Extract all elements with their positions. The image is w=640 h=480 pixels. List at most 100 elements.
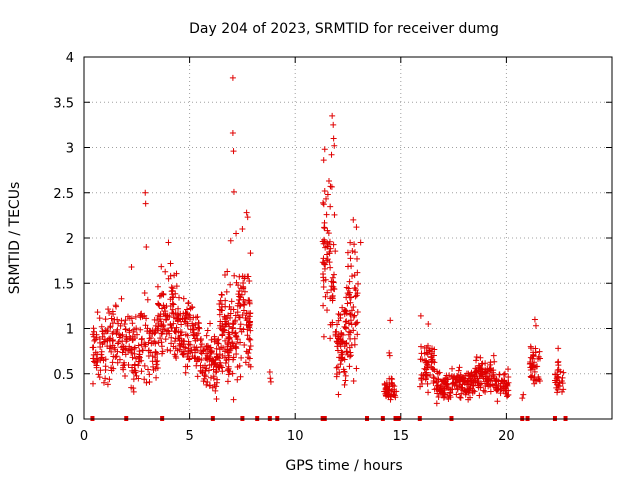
data-point (247, 250, 254, 257)
data-point (348, 263, 355, 270)
data-point (456, 364, 463, 371)
data-point (150, 367, 157, 374)
data-point (326, 250, 333, 257)
data-point (425, 389, 432, 396)
data-point (555, 345, 562, 352)
data-point (242, 359, 249, 366)
data-point (333, 373, 340, 380)
data-point (92, 349, 99, 356)
data-point (433, 400, 440, 407)
data-point (236, 273, 243, 280)
data-point (193, 358, 200, 365)
data-point (141, 376, 148, 383)
data-point (237, 321, 244, 328)
data-point (114, 340, 121, 347)
data-points (89, 74, 568, 421)
data-point (496, 371, 503, 378)
data-point (344, 300, 351, 307)
data-point (347, 255, 354, 262)
data-point (109, 338, 116, 345)
data-point (208, 336, 215, 343)
data-point (328, 286, 335, 293)
data-point (113, 328, 120, 335)
data-point (128, 346, 135, 353)
data-point (219, 332, 226, 339)
data-point (206, 356, 213, 363)
data-point (461, 380, 468, 387)
data-point (230, 354, 237, 361)
data-point (224, 268, 231, 275)
x-tick-label: 0 (80, 429, 88, 444)
data-point (158, 343, 165, 350)
data-point (487, 361, 494, 368)
data-point (491, 358, 498, 365)
data-point (137, 326, 144, 333)
data-point (475, 368, 482, 375)
data-point (347, 349, 354, 356)
data-point (519, 395, 526, 402)
data-point (237, 373, 244, 380)
data-point (93, 334, 100, 341)
data-point (216, 351, 223, 358)
data-point (346, 310, 353, 317)
data-point (125, 361, 132, 368)
data-point (350, 216, 357, 223)
data-point (211, 361, 218, 368)
data-point (463, 370, 470, 377)
data-point (384, 386, 391, 393)
data-point (484, 365, 491, 372)
data-point (169, 291, 176, 298)
data-point (109, 320, 116, 327)
data-point (391, 383, 398, 390)
data-point (185, 338, 192, 345)
data-point (498, 377, 505, 384)
data-point (381, 382, 388, 389)
data-point (341, 381, 348, 388)
x-tick-label: 15 (393, 429, 410, 444)
data-point (172, 345, 179, 352)
data-point (130, 376, 137, 383)
data-point (155, 300, 162, 307)
data-point (343, 340, 350, 347)
data-point (422, 359, 429, 366)
data-point (204, 346, 211, 353)
data-point (339, 332, 346, 339)
data-point (337, 361, 344, 368)
data-point (230, 188, 237, 195)
data-point (141, 362, 148, 369)
data-point (126, 327, 133, 334)
data-point (240, 296, 247, 303)
data-point (112, 346, 119, 353)
data-point (131, 350, 138, 357)
data-point (504, 382, 511, 389)
data-point (153, 358, 160, 365)
data-point (239, 225, 246, 232)
data-point (473, 357, 480, 364)
data-point (473, 353, 480, 360)
data-point (321, 146, 328, 153)
data-point (143, 244, 150, 251)
data-point (225, 354, 232, 361)
data-point (348, 307, 355, 314)
data-point (343, 340, 350, 347)
data-point (216, 355, 223, 362)
data-point (357, 239, 364, 246)
data-point (100, 379, 107, 386)
data-point (320, 333, 327, 340)
data-point (168, 309, 175, 316)
data-point (552, 371, 559, 378)
data-point (482, 360, 489, 367)
data-point (96, 374, 103, 381)
data-point (332, 248, 339, 255)
data-point (195, 319, 202, 326)
data-point (205, 367, 212, 374)
data-point (91, 328, 98, 335)
data-point (160, 291, 167, 298)
data-point (198, 341, 205, 348)
data-point (145, 366, 152, 373)
data-point (170, 301, 177, 308)
data-point (232, 312, 239, 319)
data-point (243, 209, 250, 216)
data-point (446, 372, 453, 379)
data-point (185, 356, 192, 363)
